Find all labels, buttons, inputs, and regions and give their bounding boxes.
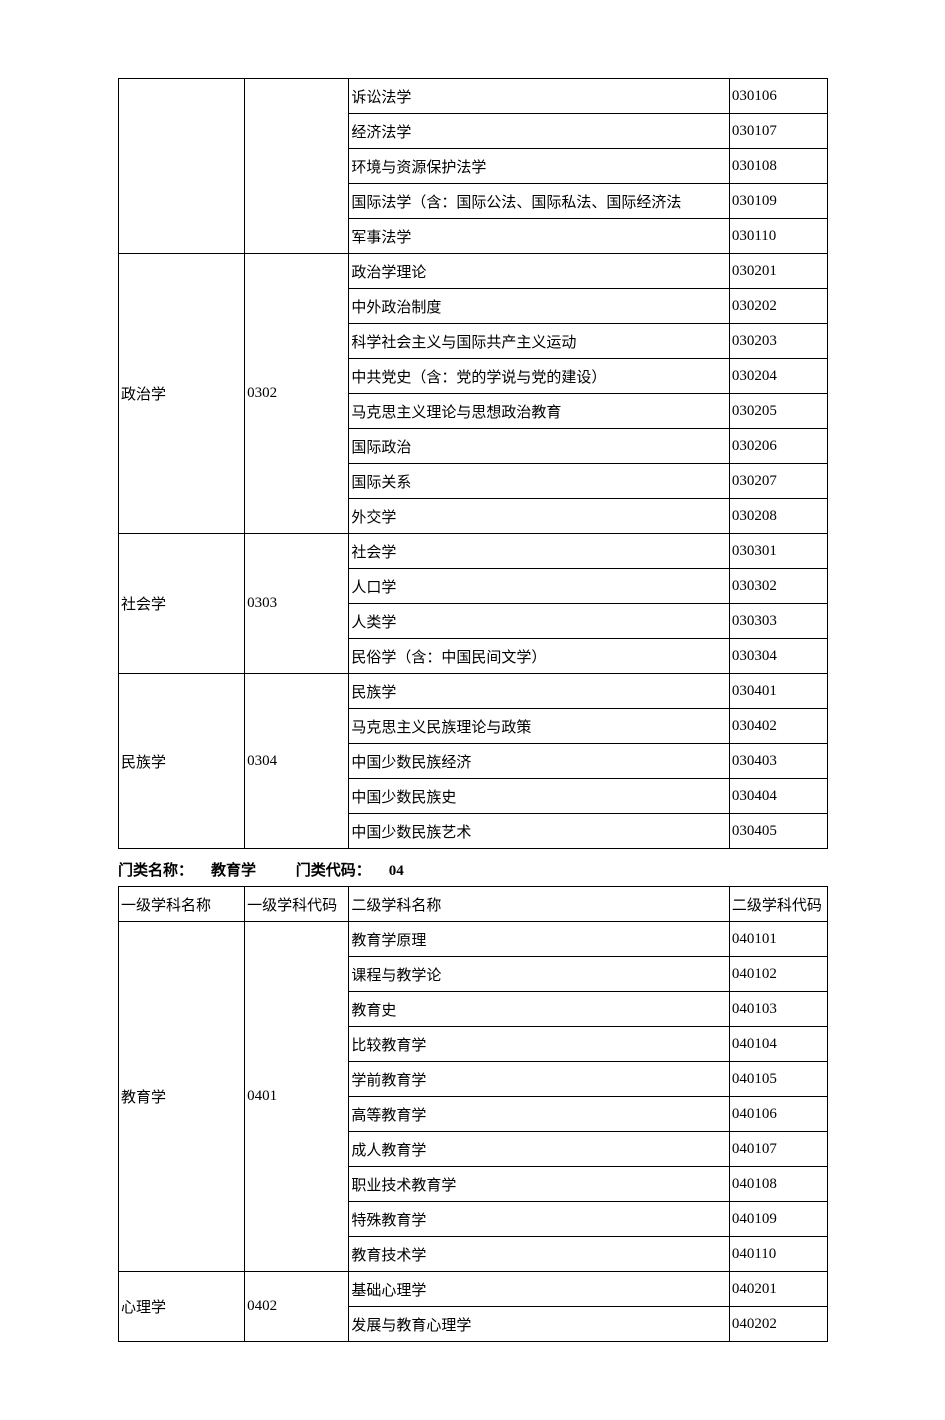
l2-code-cell: 030203: [729, 324, 827, 359]
l2-name-cell: 中国少数民族史: [349, 779, 730, 814]
l2-name-cell: 特殊教育学: [349, 1202, 730, 1237]
l2-name-cell: 人类学: [349, 604, 730, 639]
l2-name-cell: 人口学: [349, 569, 730, 604]
l2-code-cell: 030207: [729, 464, 827, 499]
l1-code-cell: 0302: [245, 254, 349, 534]
l2-code-cell: 030402: [729, 709, 827, 744]
l2-code-cell: 040105: [729, 1062, 827, 1097]
section-code-label: 门类代码：: [296, 863, 371, 879]
l2-code-cell: 030202: [729, 289, 827, 324]
l2-name-cell: 基础心理学: [349, 1272, 730, 1307]
l2-name-cell: 国际关系: [349, 464, 730, 499]
l2-name-cell: 中国少数民族经济: [349, 744, 730, 779]
table-row: 社会学0303社会学030301: [119, 534, 828, 569]
header-l1-code: 一级学科代码: [245, 887, 349, 922]
l2-code-cell: 040201: [729, 1272, 827, 1307]
header-l2-code: 二级学科代码: [729, 887, 827, 922]
l2-code-cell: 030206: [729, 429, 827, 464]
l2-code-cell: 040109: [729, 1202, 827, 1237]
l2-name-cell: 科学社会主义与国际共产主义运动: [349, 324, 730, 359]
l2-name-cell: 社会学: [349, 534, 730, 569]
l2-name-cell: 中共党史（含：党的学说与党的建设）: [349, 359, 730, 394]
l2-code-cell: 040102: [729, 957, 827, 992]
l2-name-cell: 发展与教育心理学: [349, 1307, 730, 1342]
l2-code-cell: 030110: [729, 219, 827, 254]
header-l2-name: 二级学科名称: [349, 887, 730, 922]
l1-name-cell: 民族学: [119, 674, 245, 849]
l1-name-cell: 教育学: [119, 922, 245, 1272]
table-row: 教育学0401教育学原理040101: [119, 922, 828, 957]
l2-name-cell: 职业技术教育学: [349, 1167, 730, 1202]
l2-name-cell: 诉讼法学: [349, 79, 730, 114]
l2-code-cell: 030405: [729, 814, 827, 849]
l2-name-cell: 民族学: [349, 674, 730, 709]
l2-code-cell: 040108: [729, 1167, 827, 1202]
l1-name-cell: 政治学: [119, 254, 245, 534]
table-row: 心理学0402基础心理学040201: [119, 1272, 828, 1307]
l2-name-cell: 教育史: [349, 992, 730, 1027]
discipline-table-04: 一级学科名称一级学科代码二级学科名称二级学科代码教育学0401教育学原理0401…: [118, 886, 828, 1342]
l2-name-cell: 民俗学（含：中国民间文学）: [349, 639, 730, 674]
l2-code-cell: 030108: [729, 149, 827, 184]
section-code-value: 04: [389, 863, 404, 879]
l1-code-cell: 0304: [245, 674, 349, 849]
l2-code-cell: 030201: [729, 254, 827, 289]
l2-name-cell: 经济法学: [349, 114, 730, 149]
l1-name-cell: 心理学: [119, 1272, 245, 1342]
l2-name-cell: 学前教育学: [349, 1062, 730, 1097]
l2-code-cell: 040104: [729, 1027, 827, 1062]
table-row: 政治学0302政治学理论030201: [119, 254, 828, 289]
l2-code-cell: 030303: [729, 604, 827, 639]
l2-code-cell: 030205: [729, 394, 827, 429]
table-row: 诉讼法学030106: [119, 79, 828, 114]
l1-name-cell: [119, 79, 245, 254]
l2-name-cell: 高等教育学: [349, 1097, 730, 1132]
table-row: 民族学0304民族学030401: [119, 674, 828, 709]
l2-code-cell: 030401: [729, 674, 827, 709]
l2-name-cell: 成人教育学: [349, 1132, 730, 1167]
l2-code-cell: 030109: [729, 184, 827, 219]
l2-name-cell: 国际政治: [349, 429, 730, 464]
l1-name-cell: 社会学: [119, 534, 245, 674]
l2-code-cell: 040202: [729, 1307, 827, 1342]
l2-code-cell: 040107: [729, 1132, 827, 1167]
discipline-table-03: 诉讼法学030106经济法学030107环境与资源保护法学030108国际法学（…: [118, 78, 828, 849]
table-header-row: 一级学科名称一级学科代码二级学科名称二级学科代码: [119, 887, 828, 922]
l2-name-cell: 国际法学（含：国际公法、国际私法、国际经济法: [349, 184, 730, 219]
section-name-label: 门类名称：: [118, 863, 193, 879]
l2-name-cell: 环境与资源保护法学: [349, 149, 730, 184]
l2-code-cell: 030106: [729, 79, 827, 114]
l2-code-cell: 030403: [729, 744, 827, 779]
l2-code-cell: 040110: [729, 1237, 827, 1272]
l2-code-cell: 030404: [729, 779, 827, 814]
l2-code-cell: 040106: [729, 1097, 827, 1132]
l2-code-cell: 030304: [729, 639, 827, 674]
l2-name-cell: 课程与教学论: [349, 957, 730, 992]
l2-name-cell: 中国少数民族艺术: [349, 814, 730, 849]
section-name-value: 教育学: [211, 863, 256, 879]
l1-code-cell: [245, 79, 349, 254]
l2-code-cell: 040101: [729, 922, 827, 957]
l2-name-cell: 政治学理论: [349, 254, 730, 289]
header-l1-name: 一级学科名称: [119, 887, 245, 922]
l2-name-cell: 马克思主义民族理论与政策: [349, 709, 730, 744]
l2-name-cell: 军事法学: [349, 219, 730, 254]
l2-code-cell: 030204: [729, 359, 827, 394]
l2-name-cell: 教育技术学: [349, 1237, 730, 1272]
l2-name-cell: 外交学: [349, 499, 730, 534]
l2-code-cell: 030301: [729, 534, 827, 569]
l1-code-cell: 0303: [245, 534, 349, 674]
l2-name-cell: 比较教育学: [349, 1027, 730, 1062]
l1-code-cell: 0402: [245, 1272, 349, 1342]
l2-code-cell: 030208: [729, 499, 827, 534]
l2-name-cell: 中外政治制度: [349, 289, 730, 324]
section-title-04: 门类名称： 教育学 门类代码： 04: [118, 859, 827, 880]
l2-name-cell: 马克思主义理论与思想政治教育: [349, 394, 730, 429]
l2-code-cell: 040103: [729, 992, 827, 1027]
l2-code-cell: 030302: [729, 569, 827, 604]
l2-name-cell: 教育学原理: [349, 922, 730, 957]
l2-code-cell: 030107: [729, 114, 827, 149]
l1-code-cell: 0401: [245, 922, 349, 1272]
